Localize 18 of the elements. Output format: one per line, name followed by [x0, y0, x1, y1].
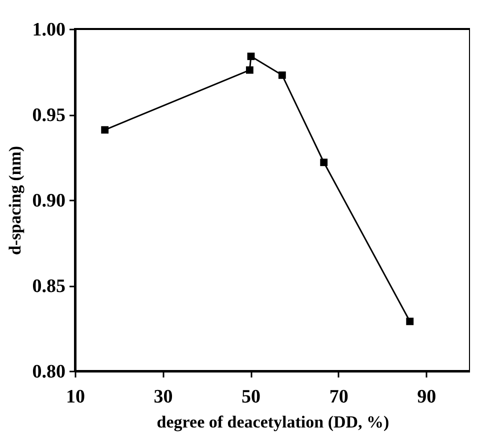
- y-tick-label: 0.95: [32, 105, 66, 126]
- x-tick-label: 90: [417, 386, 436, 408]
- point: [101, 126, 109, 134]
- point: [278, 71, 286, 79]
- point: [247, 52, 255, 60]
- point: [406, 318, 414, 326]
- y-tick-label: 0.85: [32, 276, 66, 297]
- y-tick-label: 0.80: [32, 362, 66, 382]
- y-tick-label: 0.90: [32, 190, 66, 212]
- y-axis-title: d-spacing (nm): [5, 146, 24, 256]
- x-tick-label: 10: [66, 386, 85, 408]
- x-tick-label: 30: [154, 386, 173, 408]
- point: [320, 158, 328, 166]
- x-axis-title: degree of deacetylation (DD, %): [156, 412, 390, 432]
- y-tick-label: 1.00: [32, 20, 66, 40]
- x-tick-label: 70: [329, 386, 348, 408]
- x-tick-label: 50: [242, 386, 261, 408]
- point: [246, 66, 254, 74]
